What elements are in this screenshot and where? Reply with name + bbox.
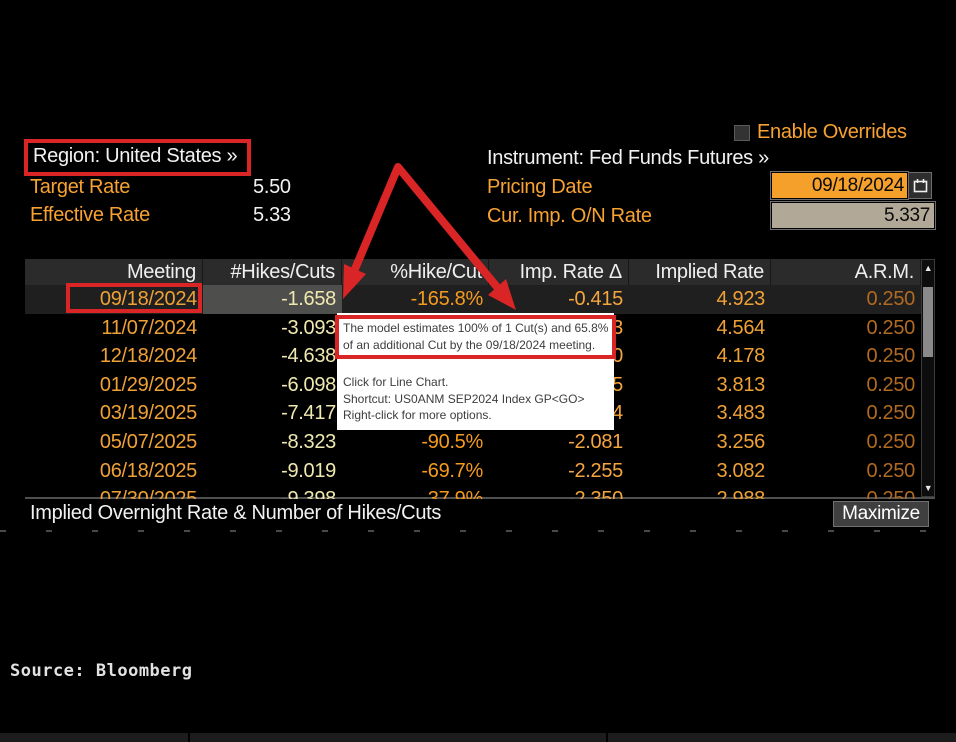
table-row[interactable]: 06/18/2025 -9.019 -69.7% -2.255 3.082 0.… xyxy=(25,457,921,486)
tooltip-line-4: Shortcut: US0ANM SEP2024 Index GP<GO> xyxy=(343,391,585,406)
table-header: Meeting #Hikes/Cuts %Hike/Cut Imp. Rate … xyxy=(25,259,921,285)
implied-rate-cell: 3.813 xyxy=(716,373,765,396)
model-tooltip: The model estimates 100% of 1 Cut(s) and… xyxy=(335,313,617,430)
hikes-cuts-cell: -1.658 xyxy=(203,285,342,314)
annotation-box-region: Region: United States » xyxy=(24,139,252,176)
scrollbar-thumb[interactable] xyxy=(923,287,933,357)
pricing-date-label: Pricing Date xyxy=(487,176,593,198)
hikes-cuts-cell: -7.417 xyxy=(281,402,336,425)
implied-rate-cell: 3.483 xyxy=(716,402,765,425)
table-bottom-border xyxy=(25,497,935,499)
implied-rate-cell: 4.923 xyxy=(716,288,765,310)
maximize-button[interactable]: Maximize xyxy=(833,501,929,527)
implied-rate-cell: 3.256 xyxy=(716,430,765,453)
effective-rate-label: Effective Rate xyxy=(30,204,150,226)
cur-imp-rate-label: Cur. Imp. O/N Rate xyxy=(487,205,652,227)
chart-section-title: Implied Overnight Rate & Number of Hikes… xyxy=(30,502,442,524)
arm-cell: 0.250 xyxy=(866,459,915,482)
pct-hike-cut-cell: -165.8% xyxy=(410,288,484,310)
table-row[interactable]: 05/07/2025 -8.323 -90.5% -2.081 3.256 0.… xyxy=(25,428,921,457)
col-header-meeting[interactable]: Meeting xyxy=(25,259,203,285)
tooltip-line-3: Click for Line Chart. xyxy=(343,375,449,390)
pct-hike-cut-cell: -90.5% xyxy=(421,430,483,453)
imp-rate-delta-cell: -0.415 xyxy=(568,288,623,310)
meeting-date-cell: 07/30/2025 xyxy=(25,485,203,499)
enable-overrides-checkbox[interactable] xyxy=(734,124,750,141)
arm-cell: 0.250 xyxy=(866,430,915,453)
hikes-cuts-cell: -8.323 xyxy=(281,430,336,453)
col-header-arm[interactable]: A.R.M. xyxy=(771,259,921,285)
imp-rate-delta-cell: -2.255 xyxy=(568,459,623,482)
bottom-status-bar xyxy=(0,733,956,742)
implied-rate-cell: 2.988 xyxy=(629,485,771,499)
meeting-date-cell: 01/29/2025 xyxy=(99,373,197,396)
meeting-date-cell: 03/19/2025 xyxy=(99,402,197,425)
hikes-cuts-cell: -4.638 xyxy=(281,345,336,368)
implied-rate-cell: 3.082 xyxy=(716,459,765,482)
instrument-selector[interactable]: Instrument: Fed Funds Futures » xyxy=(487,147,769,169)
imp-rate-delta-cell: -2.081 xyxy=(568,430,623,453)
col-header-pct-hike-cut[interactable]: %Hike/Cut xyxy=(342,259,489,285)
arm-cell: 0.250 xyxy=(866,402,915,425)
cur-imp-rate-input[interactable]: 5.337 xyxy=(771,202,935,229)
source-credit: Source: Bloomberg xyxy=(10,661,193,681)
calendar-button[interactable] xyxy=(908,172,932,199)
enable-overrides-row: Enable Overrides xyxy=(734,121,907,144)
hikes-cuts-cell: -9.398 xyxy=(203,485,342,499)
meeting-date-cell: 11/07/2024 xyxy=(101,316,197,339)
hikes-cuts-cell: -9.019 xyxy=(281,459,336,482)
target-rate-value: 5.50 xyxy=(253,176,291,198)
arm-cell: 0.250 xyxy=(866,345,915,368)
arm-cell: 0.250 xyxy=(866,316,915,339)
annotation-box-tooltip: The model estimates 100% of 1 Cut(s) and… xyxy=(335,315,617,360)
calendar-icon xyxy=(913,179,927,193)
arm-cell: 0.250 xyxy=(866,373,915,396)
implied-rate-cell: 4.564 xyxy=(716,316,765,339)
arm-cell: 0.250 xyxy=(866,288,915,310)
dashed-separator xyxy=(0,530,956,532)
annotation-box-date xyxy=(66,283,202,313)
pct-hike-cut-cell: -69.7% xyxy=(421,459,483,482)
col-header-hikes-cuts[interactable]: #Hikes/Cuts xyxy=(203,259,342,285)
meeting-date-cell: 12/18/2024 xyxy=(99,345,197,368)
meeting-date-cell: 06/18/2025 xyxy=(99,459,197,482)
hikes-cuts-cell: -3.093 xyxy=(281,316,336,339)
tooltip-line-2: of an additional Cut by the 09/18/2024 m… xyxy=(343,337,596,352)
target-rate-label: Target Rate xyxy=(30,176,131,198)
implied-rate-cell: 4.178 xyxy=(716,345,765,368)
col-header-imp-rate-delta[interactable]: Imp. Rate Δ xyxy=(489,259,629,285)
meeting-date-cell: 05/07/2025 xyxy=(99,430,197,453)
table-scrollbar[interactable]: ▲ ▼ xyxy=(921,259,935,497)
scroll-up-icon[interactable]: ▲ xyxy=(923,263,933,273)
effective-rate-value: 5.33 xyxy=(253,204,291,226)
tooltip-line-5: Right-click for more options. xyxy=(343,408,492,423)
arm-cell: 0.250 xyxy=(771,485,921,499)
pct-hike-cut-cell: -37.9% xyxy=(342,485,489,499)
imp-rate-delta-cell: -2.350 xyxy=(489,485,629,499)
col-header-implied-rate[interactable]: Implied Rate xyxy=(629,259,771,285)
pricing-date-input[interactable]: 09/18/2024 xyxy=(771,172,908,199)
tooltip-line-1: The model estimates 100% of 1 Cut(s) and… xyxy=(343,321,609,335)
hikes-cuts-cell: -6.098 xyxy=(281,373,336,396)
enable-overrides-label: Enable Overrides xyxy=(757,121,907,143)
region-selector[interactable]: Region: United States » xyxy=(33,145,238,167)
table-row[interactable]: 07/30/2025 -9.398 -37.9% -2.350 2.988 0.… xyxy=(25,485,921,499)
meeting-date-cell: 09/18/2024 xyxy=(99,288,197,310)
scroll-down-icon[interactable]: ▼ xyxy=(923,483,933,493)
